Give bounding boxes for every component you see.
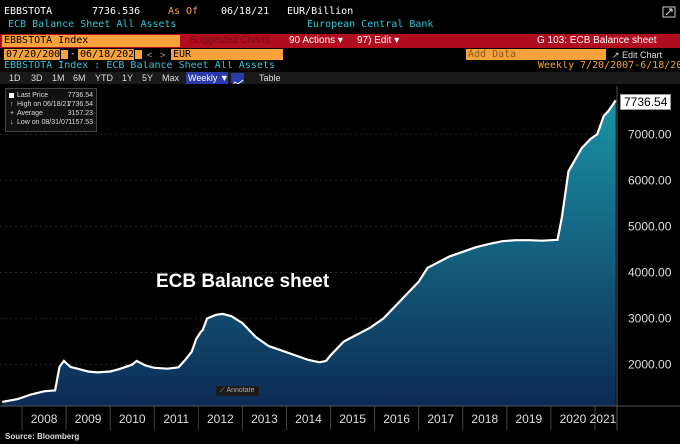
period-tab[interactable]: 1M xyxy=(52,73,65,83)
period-tab[interactable]: 5Y xyxy=(142,73,154,83)
period-tab[interactable]: 6M xyxy=(73,73,86,83)
x-tick-label: 2019 xyxy=(516,412,543,426)
x-tick-label: 2020 xyxy=(560,412,587,426)
legend-value: 1157.53 xyxy=(68,119,93,126)
annotate-label: Annotate xyxy=(226,387,255,394)
last-price-badge: 7736.54 xyxy=(620,94,672,110)
average-marker-icon: + xyxy=(10,110,15,117)
x-tick-label: 2009 xyxy=(75,412,102,426)
source-footer: Source: Bloomberg xyxy=(5,432,80,441)
dash-separator: - xyxy=(70,49,76,59)
as-of-date: 06/18/21 xyxy=(221,6,270,17)
calendar-icon[interactable] xyxy=(135,50,142,59)
x-tick-label: 2011 xyxy=(163,412,189,426)
high-marker-icon: ↑ xyxy=(10,101,14,108)
index-field[interactable]: EBBSTOTA Index xyxy=(2,35,180,47)
series-description: ECB Balance Sheet All Assets xyxy=(8,19,177,30)
line-chart-icon[interactable] xyxy=(231,73,244,84)
period-tab[interactable]: YTD xyxy=(95,73,113,83)
source-name: European Central Bank xyxy=(307,19,434,30)
actions-menu[interactable]: 90 Actions ▾ xyxy=(289,35,343,46)
x-tick-label: 2014 xyxy=(295,412,322,426)
y-axis-ticks: 2000.00 3000.00 4000.00 5000.00 6000.00 7000.… xyxy=(628,127,672,371)
edit-chart-label: Edit Chart xyxy=(622,50,663,60)
as-of-label: As Of xyxy=(168,6,199,17)
legend-item: ↑ High on 06/18/21 7736.54 xyxy=(9,100,93,109)
description-row: ECB Balance Sheet All Assets European Ce… xyxy=(0,19,680,32)
chart-annotation: ECB Balance sheet xyxy=(156,271,330,292)
x-tick-label: 2017 xyxy=(427,412,454,426)
chart-title: EBBSTOTA Index : ECB Balance Sheet All A… xyxy=(4,61,275,71)
x-axis-ticks: 2008 2009 2010 2011 2012 2013 2014 2015 2016 2017… xyxy=(21,406,617,430)
legend-label: Low on 08/31/07 xyxy=(17,119,69,126)
legend-label: Average xyxy=(17,110,43,117)
edit-chart-icon: ↗ xyxy=(612,50,623,60)
prev-arrow-icon[interactable]: < xyxy=(147,50,153,60)
period-tab[interactable]: Max xyxy=(162,73,180,83)
x-tick-label: 2016 xyxy=(383,412,410,426)
x-tick-label: 2008 xyxy=(31,412,58,426)
y-tick-label: 6000.00 xyxy=(628,173,672,187)
add-data-input[interactable]: Add Data xyxy=(466,49,606,60)
y-tick-label: 7000.00 xyxy=(628,127,672,141)
annotate-button[interactable]: ⟋ Annotate xyxy=(216,386,259,396)
screen-title: G 103: ECB Balance sheet xyxy=(537,35,657,46)
y-tick-label: 2000.00 xyxy=(628,358,672,372)
x-tick-label: 2010 xyxy=(119,412,146,426)
legend-item: ↓ Low on 08/31/07 1157.53 xyxy=(9,118,93,127)
gear-icon[interactable] xyxy=(662,4,676,18)
x-tick-label: 2012 xyxy=(207,412,234,426)
header-row: EBBSTOTA 7736.536 As Of 06/18/21 EUR/Bil… xyxy=(0,4,680,18)
x-tick-label: 2013 xyxy=(251,412,278,426)
area-fill xyxy=(2,100,616,407)
frequency-label: Weekly xyxy=(538,61,575,71)
period-tab[interactable]: 1Y xyxy=(122,73,134,83)
legend-value: 7736.54 xyxy=(67,101,93,108)
series-line xyxy=(2,99,617,403)
legend-value: 7736.54 xyxy=(67,92,93,99)
date-row: 07/20/2007 - 06/18/2021 < > EUR Add Data… xyxy=(0,49,680,61)
annotate-icon: ⟋ xyxy=(220,387,227,394)
y-tick-label: 4000.00 xyxy=(628,265,672,279)
x-tick-label: 2021 xyxy=(590,412,617,426)
suggested-charts[interactable]: Suggested Charts xyxy=(190,35,271,46)
legend-item: + Average 3157.23 xyxy=(9,109,93,118)
end-date-input[interactable]: 06/18/2021 xyxy=(78,49,141,60)
ticker: EBBSTOTA xyxy=(4,6,53,17)
next-arrow-icon[interactable]: > xyxy=(160,50,166,60)
command-bar: EBBSTOTA Index Suggested Charts 90 Actio… xyxy=(0,34,680,48)
y-tick-label: 3000.00 xyxy=(628,312,672,326)
legend-swatch xyxy=(9,93,14,98)
table-button[interactable]: Table xyxy=(259,73,281,83)
legend-label: Last Price xyxy=(17,92,49,99)
range-text: 7/20/2007-6/18/2021 xyxy=(580,61,680,71)
last-value: 7736.536 xyxy=(92,6,141,17)
calendar-icon[interactable] xyxy=(61,50,68,59)
period-tab[interactable]: 1D xyxy=(9,73,21,83)
frequency-select[interactable]: Weekly ▼ xyxy=(186,72,229,84)
chart-area: 2000.00 3000.00 4000.00 5000.00 6000.00 7000.… xyxy=(0,86,680,430)
legend-label: High on 06/18/21 xyxy=(17,101,71,108)
legend-item: Last Price 7736.54 xyxy=(9,91,93,100)
edit-chart-button[interactable]: ↗ Edit Chart xyxy=(612,49,662,61)
low-marker-icon: ↓ xyxy=(10,119,14,126)
period-toolbar: 1D 3D 1M 6M YTD 1Y 5Y Max Weekly ▼ Table xyxy=(0,72,680,84)
units: EUR/Billion xyxy=(287,6,354,17)
start-date-input[interactable]: 07/20/2007 xyxy=(4,49,67,60)
legend-box: Last Price 7736.54 ↑ High on 06/18/21 77… xyxy=(5,88,97,132)
legend-value: 3157.23 xyxy=(67,110,93,117)
last-price-badge-text: 7736.54 xyxy=(624,95,668,109)
x-tick-label: 2018 xyxy=(471,412,498,426)
currency-select[interactable]: EUR xyxy=(171,49,283,60)
title-row: EBBSTOTA Index : ECB Balance Sheet All A… xyxy=(0,61,680,72)
y-tick-label: 5000.00 xyxy=(628,219,672,233)
period-tab[interactable]: 3D xyxy=(31,73,43,83)
x-tick-label: 2015 xyxy=(339,412,366,426)
edit-menu[interactable]: 97) Edit ▾ xyxy=(357,35,400,46)
